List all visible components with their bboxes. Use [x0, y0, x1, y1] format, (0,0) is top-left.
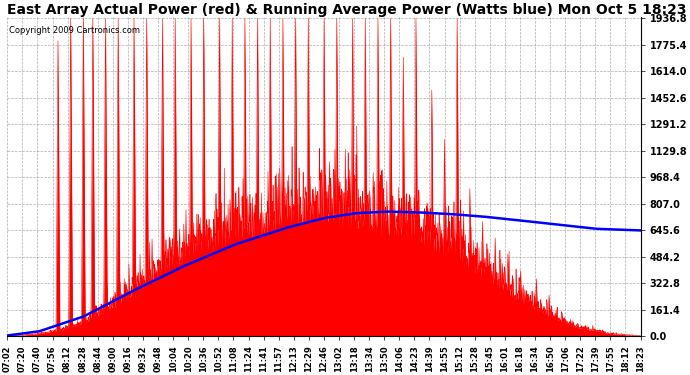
- Text: Copyright 2009 Cartronics.com: Copyright 2009 Cartronics.com: [8, 26, 139, 35]
- Text: East Array Actual Power (red) & Running Average Power (Watts blue) Mon Oct 5 18:: East Array Actual Power (red) & Running …: [8, 3, 687, 17]
